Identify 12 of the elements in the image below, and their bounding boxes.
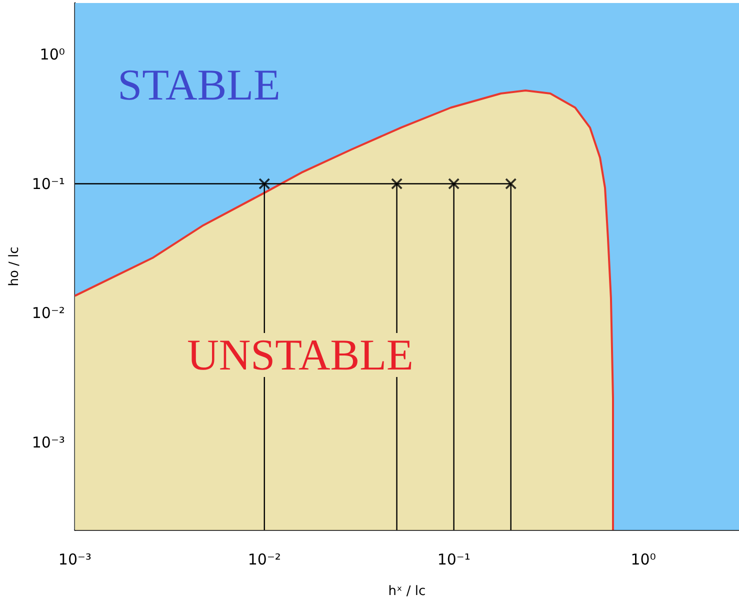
- x-tick-label: 10⁻²: [248, 550, 281, 568]
- x-tick-label: 10⁻³: [58, 550, 92, 568]
- y-tick-label: 10⁻³: [32, 433, 65, 452]
- y-tick-label: 10⁻¹: [32, 174, 65, 193]
- y-tick-label: 10⁰: [40, 45, 65, 64]
- annotation: STABLE: [118, 60, 280, 110]
- x-axis-title: hˣ / lc: [388, 584, 426, 599]
- annotation: UNSTABLE: [187, 330, 414, 380]
- y-tick-label: 10⁻²: [32, 304, 65, 322]
- x-tick-label: 10⁰: [630, 550, 656, 568]
- x-tick-label: 10⁻¹: [437, 550, 470, 568]
- y-axis-title: ho / lc: [7, 246, 22, 286]
